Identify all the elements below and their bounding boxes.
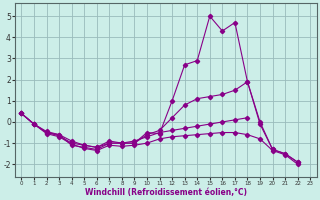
X-axis label: Windchill (Refroidissement éolien,°C): Windchill (Refroidissement éolien,°C) <box>85 188 247 197</box>
